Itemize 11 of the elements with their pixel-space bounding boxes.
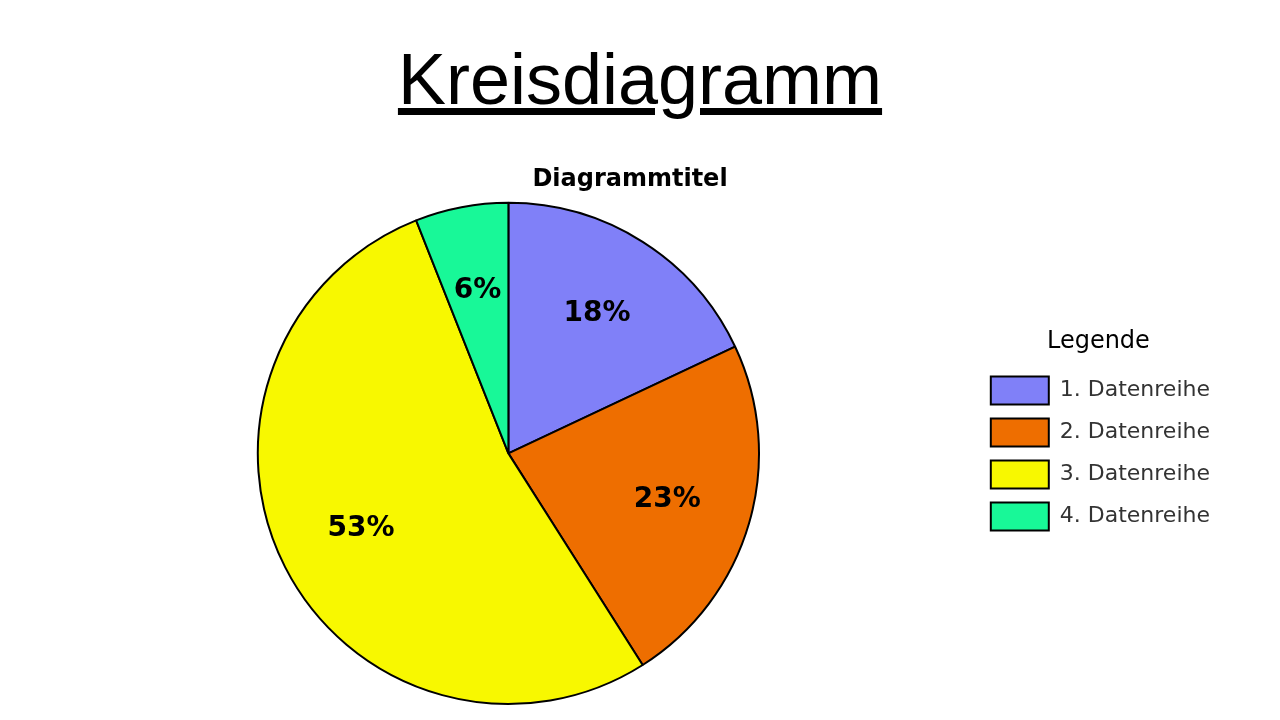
legend-label: 3. Datenreihe <box>1059 460 1211 486</box>
chart-subtitle: Diagrammtitel <box>532 163 728 192</box>
data-label: 6% <box>453 272 502 306</box>
chart-title: Kreisdiagramm <box>396 38 884 120</box>
data-label: 23% <box>633 480 701 514</box>
legend-label: 2. Datenreihe <box>1059 418 1211 444</box>
data-label: 53% <box>327 509 395 543</box>
legend-title: Legende <box>1046 325 1150 354</box>
legend-label: 4. Datenreihe <box>1059 502 1211 528</box>
data-label: 18% <box>563 295 631 329</box>
legend-label: 1. Datenreihe <box>1059 376 1211 402</box>
